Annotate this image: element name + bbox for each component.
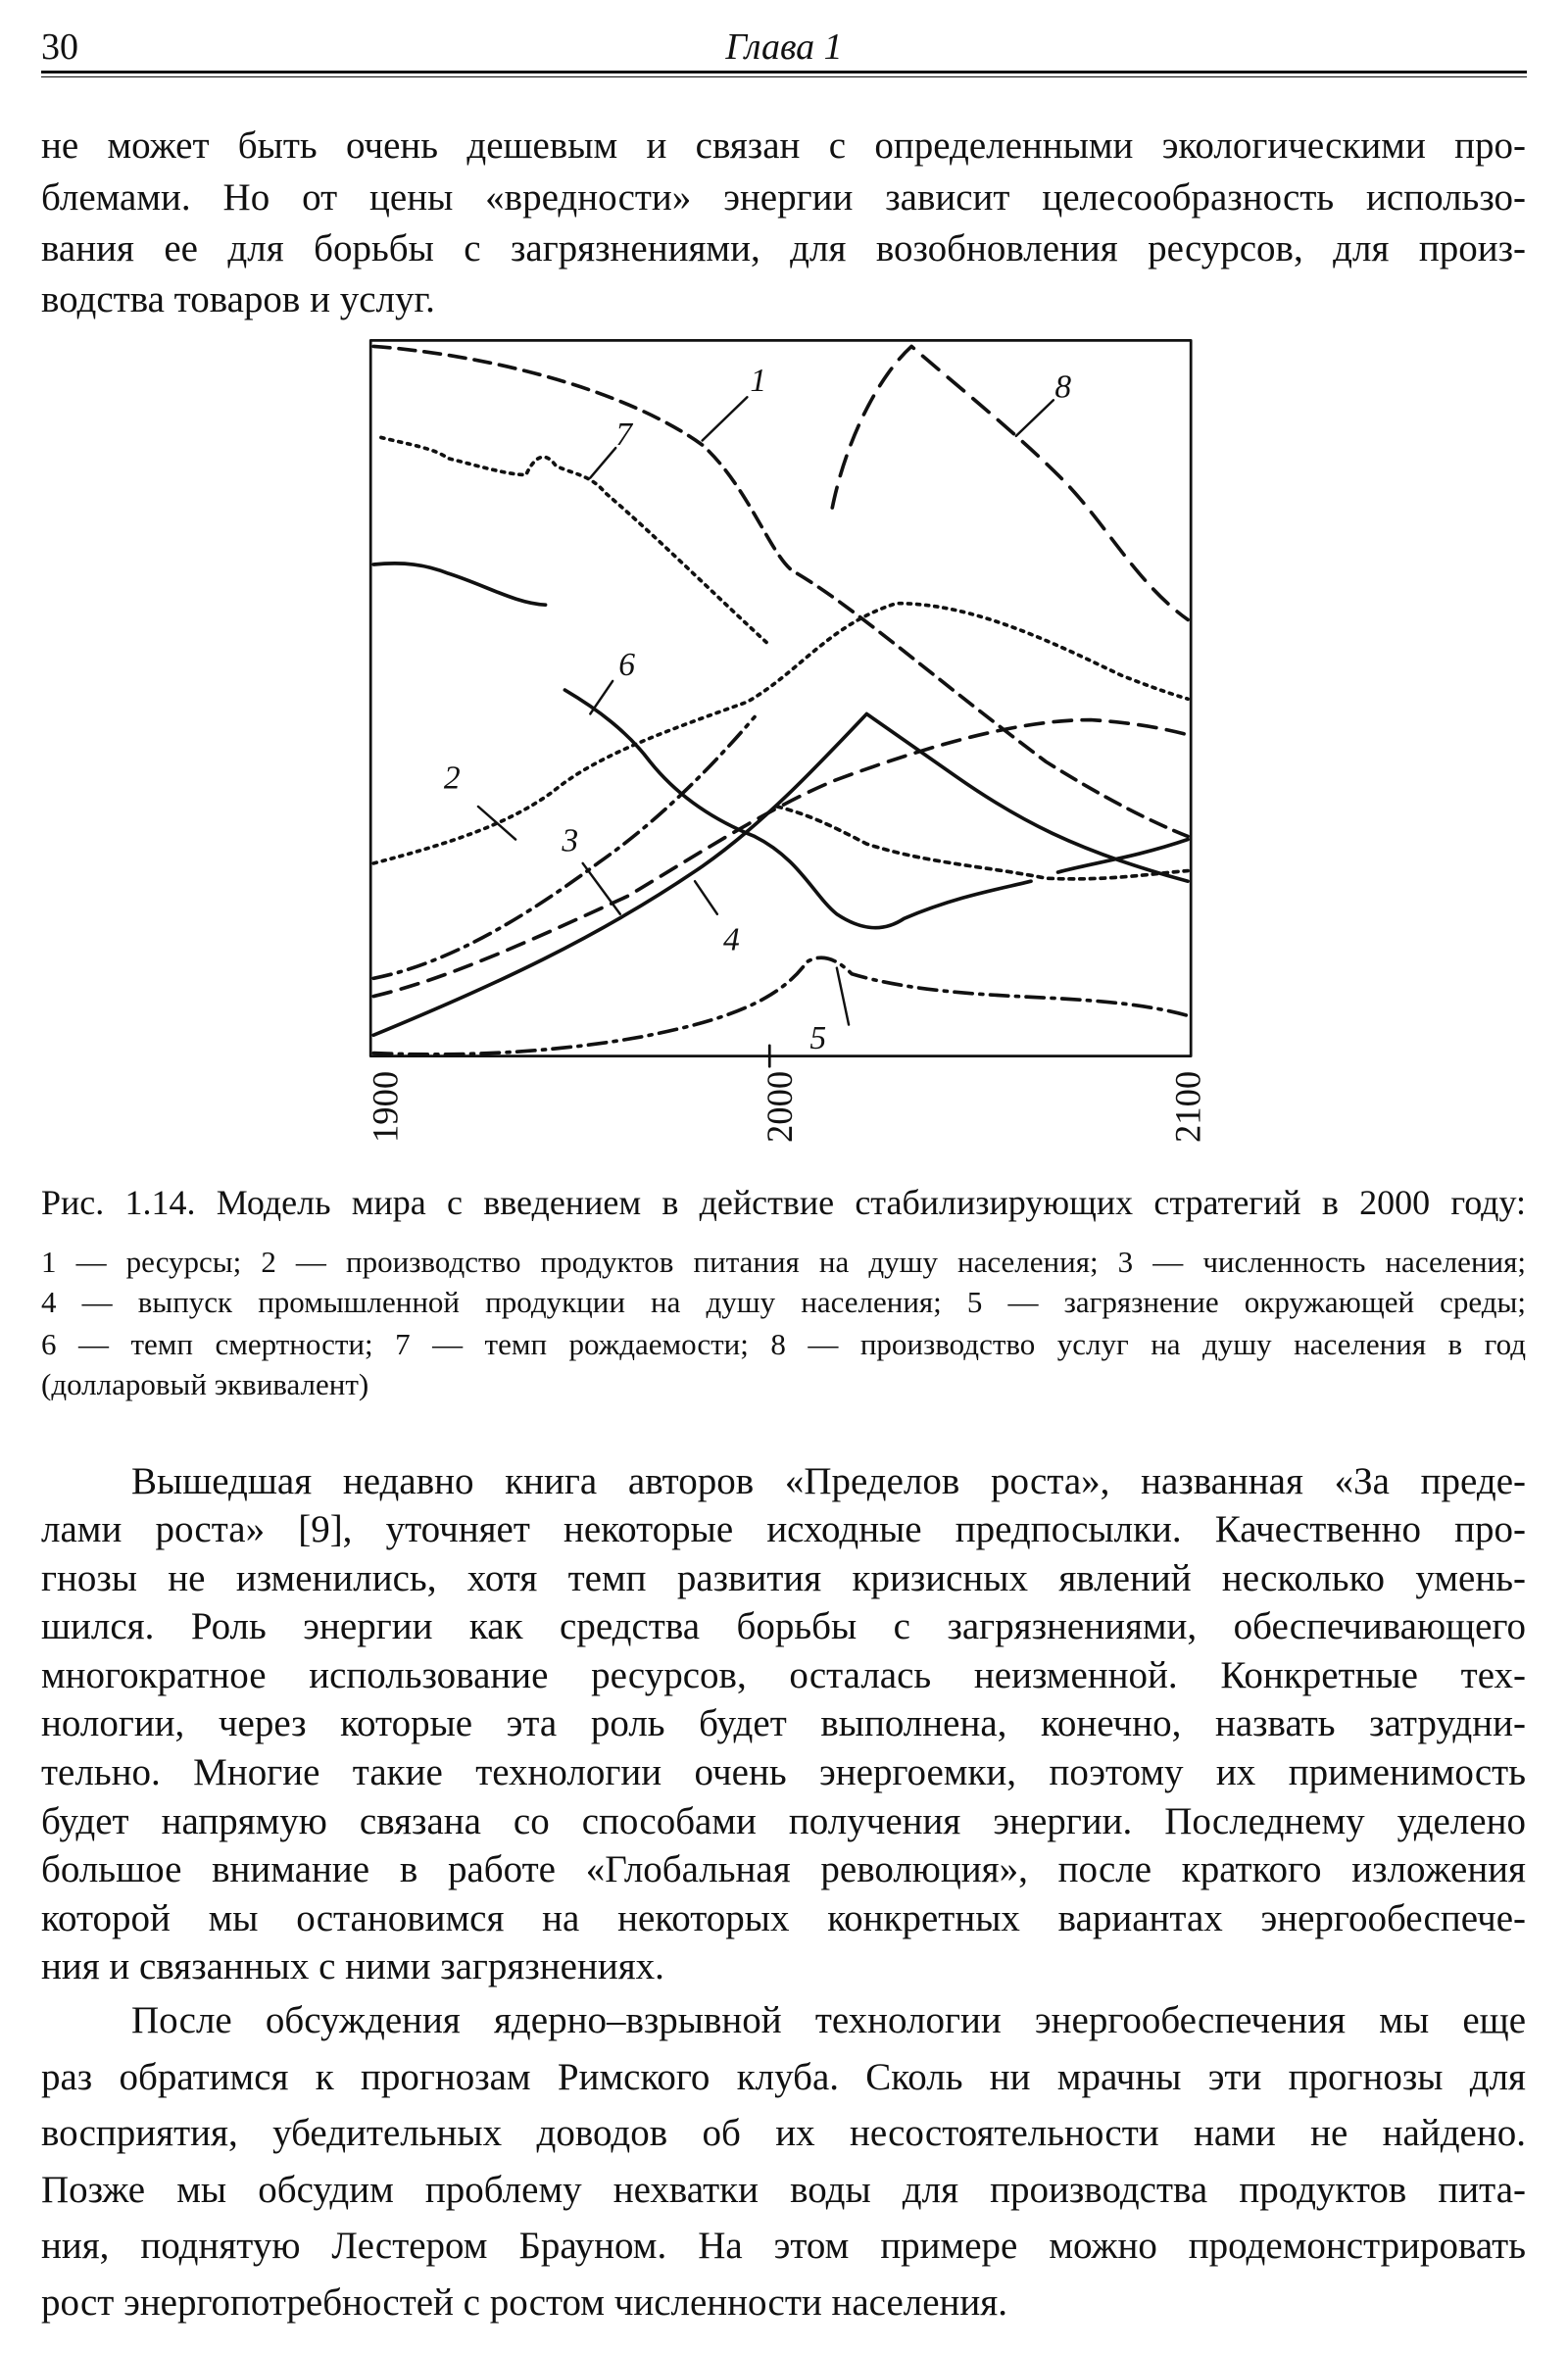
curve-label: 2 xyxy=(444,760,461,797)
text-line: нологии, через которые эта роль будет вы… xyxy=(41,1702,1526,1745)
curve-industry xyxy=(371,711,1190,1038)
curve-label: 5 xyxy=(809,1020,826,1056)
text-line: водства товаров и услуг. xyxy=(41,278,435,321)
curve-label: 6 xyxy=(618,647,635,683)
text-line: которой мы остановимся на некоторых конк… xyxy=(41,1896,1526,1939)
text-line: вания ее для борьбы с загрязнениями, для… xyxy=(41,226,1526,270)
text-line: ния, поднятую Лестером Брауном. На этом … xyxy=(41,2225,1526,2268)
curve-death-rate-end xyxy=(1055,837,1190,874)
text-line: не может быть очень дешевым и связан с о… xyxy=(41,124,1526,168)
text-line: восприятия, убедительных доводов об их н… xyxy=(41,2112,1526,2155)
legend-line: (долларовый эквивалент) xyxy=(41,1366,369,1401)
curve-population xyxy=(371,717,1190,999)
text-line: будет напрямую связана со способами полу… xyxy=(41,1799,1526,1842)
curve-label: 7 xyxy=(615,417,633,453)
text-line: рост энергопотребностей с ростом численн… xyxy=(41,2281,1007,2324)
legend-line: 1 — ресурсы; 2 — производство продуктов … xyxy=(41,1244,1526,1279)
header-rule xyxy=(41,76,1527,77)
x-tick-label: 2000 xyxy=(760,1071,800,1143)
text-line: многократное использование ресурсов, ост… xyxy=(41,1653,1526,1696)
text-line: гнозы не изменились, хотя темп развития … xyxy=(41,1556,1526,1599)
text-line: Вышедшая недавно книга авторов «Пределов… xyxy=(131,1459,1526,1502)
curve-pollution xyxy=(371,956,1190,1056)
text-line: лами роста» [9], уточняет некоторые исхо… xyxy=(41,1508,1526,1551)
curve-dotted xyxy=(775,805,1190,881)
label-leaders xyxy=(476,396,1055,1026)
legend-line: 6 — темп смертности; 7 — темп рождаемост… xyxy=(41,1326,1526,1361)
legend-line: 4 — выпуск промышленной продукции на душ… xyxy=(41,1284,1526,1319)
text-line: ния и связанных с ними загрязнениях. xyxy=(41,1945,664,1988)
curve-birth-rate xyxy=(379,435,772,648)
page-number: 30 xyxy=(41,26,78,68)
curve-food xyxy=(371,601,1190,865)
text-line: шился. Роль энергии как средства борьбы … xyxy=(41,1605,1526,1648)
text-line: Позже мы обсудим проблему нехватки воды … xyxy=(41,2168,1526,2211)
x-tick-label: 2100 xyxy=(1167,1071,1207,1143)
curve-label: 8 xyxy=(1054,368,1071,405)
figure: 1 2 3 4 5 6 7 8 1900 2000 2100 xyxy=(366,338,1207,1143)
curve-segment xyxy=(371,562,548,607)
curve-label: 4 xyxy=(723,921,740,957)
text-line: После обсуждения ядерно–взрывной техноло… xyxy=(131,1998,1526,2041)
curve-label: 3 xyxy=(561,823,578,859)
text-line: раз обратимся к прогнозам Римского клуба… xyxy=(41,2055,1526,2098)
curve-resources xyxy=(371,344,1190,839)
curve-death-rate xyxy=(563,688,1033,930)
x-tick-label: 1900 xyxy=(366,1071,406,1143)
plot-frame xyxy=(368,338,1193,1057)
header-rule xyxy=(41,71,1527,74)
text-line: тельно. Многие такие технологии очень эн… xyxy=(41,1750,1526,1793)
curve-label: 1 xyxy=(750,363,766,399)
running-title: Глава 1 xyxy=(725,26,843,68)
figure-caption: Рис. 1.14. Модель мира с введением в дей… xyxy=(41,1182,1526,1222)
curve-services xyxy=(830,344,1190,622)
text-line: большое внимание в работе «Глобальная ре… xyxy=(41,1848,1526,1891)
curve-dash-dot xyxy=(371,714,757,981)
text-line: блемами. Но от цены «вредности» энергии … xyxy=(41,175,1526,219)
